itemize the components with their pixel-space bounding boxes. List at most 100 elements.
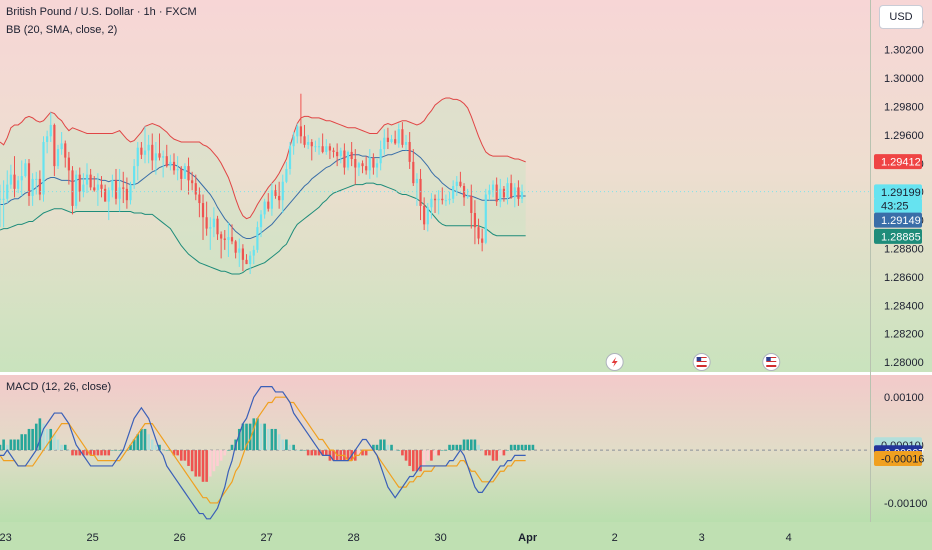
histogram-bar[interactable] xyxy=(227,450,230,451)
histogram-bar[interactable] xyxy=(397,450,401,451)
candle[interactable] xyxy=(452,180,455,204)
candle[interactable] xyxy=(466,188,469,199)
histogram-bar[interactable] xyxy=(111,450,114,451)
candle[interactable] xyxy=(274,184,277,199)
histogram-bar[interactable] xyxy=(527,444,531,451)
histogram-bar[interactable] xyxy=(357,450,361,456)
candle[interactable] xyxy=(136,141,139,181)
candle[interactable] xyxy=(350,141,353,167)
histogram-bar[interactable] xyxy=(118,450,121,451)
candle[interactable] xyxy=(125,177,128,209)
histogram-bar[interactable] xyxy=(477,444,480,451)
histogram-bar[interactable] xyxy=(2,439,5,451)
candle[interactable] xyxy=(104,184,107,202)
candle[interactable] xyxy=(441,187,444,205)
histogram-bar[interactable] xyxy=(107,450,111,456)
histogram-bar[interactable] xyxy=(513,444,517,451)
candle[interactable] xyxy=(357,161,360,177)
histogram-bar[interactable] xyxy=(520,444,524,451)
candle[interactable] xyxy=(42,136,45,202)
histogram-bar[interactable] xyxy=(473,439,477,451)
histogram-bar[interactable] xyxy=(31,428,34,451)
candle[interactable] xyxy=(165,144,168,168)
histogram-bar[interactable] xyxy=(379,439,382,451)
histogram-bar[interactable] xyxy=(20,434,24,451)
histogram-bar[interactable] xyxy=(444,450,448,451)
candle[interactable] xyxy=(183,163,186,179)
candle[interactable] xyxy=(133,159,136,189)
lightning-event-icon[interactable] xyxy=(605,353,624,371)
histogram-bar[interactable] xyxy=(411,450,415,472)
candle[interactable] xyxy=(162,150,165,178)
histogram-bar[interactable] xyxy=(67,450,71,451)
candle[interactable] xyxy=(404,134,408,151)
histogram-bar[interactable] xyxy=(96,450,100,456)
histogram-bar[interactable] xyxy=(502,450,506,456)
candle[interactable] xyxy=(343,143,346,175)
candle[interactable] xyxy=(321,133,324,154)
histogram-bar[interactable] xyxy=(45,428,49,451)
histogram-bar[interactable] xyxy=(266,428,270,451)
candle[interactable] xyxy=(205,201,208,236)
candle[interactable] xyxy=(252,245,255,265)
candle[interactable] xyxy=(314,140,317,152)
candle[interactable] xyxy=(158,133,161,161)
histogram-bar[interactable] xyxy=(292,444,295,451)
histogram-bar[interactable] xyxy=(524,444,527,451)
histogram-bar[interactable] xyxy=(426,450,430,461)
candle[interactable] xyxy=(85,163,89,194)
histogram-bar[interactable] xyxy=(252,418,256,451)
histogram-bar[interactable] xyxy=(100,450,103,456)
histogram-bar[interactable] xyxy=(154,444,158,451)
histogram-bar[interactable] xyxy=(9,439,13,451)
histogram-bar[interactable] xyxy=(274,428,277,451)
histogram-bar[interactable] xyxy=(433,450,437,456)
histogram-bar[interactable] xyxy=(140,428,143,451)
candle[interactable] xyxy=(368,149,371,179)
candle[interactable] xyxy=(49,112,52,142)
candle[interactable] xyxy=(317,137,321,155)
macd-indicator-label[interactable]: MACD (12, 26, close) xyxy=(6,381,112,393)
candle[interactable] xyxy=(372,153,375,175)
candle[interactable] xyxy=(303,124,306,148)
us-flag-event-icon[interactable] xyxy=(762,353,781,371)
currency-button[interactable]: USD xyxy=(879,5,923,29)
candle[interactable] xyxy=(93,176,96,192)
histogram-bar[interactable] xyxy=(448,444,451,451)
histogram-bar[interactable] xyxy=(372,444,375,451)
candle[interactable] xyxy=(379,140,382,171)
histogram-bar[interactable] xyxy=(63,444,67,451)
histogram-bar[interactable] xyxy=(440,450,444,451)
candle[interactable] xyxy=(180,166,183,191)
histogram-bar[interactable] xyxy=(332,450,335,461)
candle[interactable] xyxy=(111,174,114,198)
histogram-bar[interactable] xyxy=(16,439,20,451)
histogram-bar[interactable] xyxy=(324,450,328,456)
bb-upper-line[interactable] xyxy=(0,97,526,220)
histogram-bar[interactable] xyxy=(179,450,183,461)
candle[interactable] xyxy=(430,193,433,219)
candle[interactable] xyxy=(299,93,302,144)
histogram-bar[interactable] xyxy=(201,450,205,482)
histogram-bar[interactable] xyxy=(346,450,350,461)
candle[interactable] xyxy=(20,160,23,196)
candle[interactable] xyxy=(151,133,154,171)
candle[interactable] xyxy=(361,160,364,174)
candle[interactable] xyxy=(267,193,270,212)
histogram-bar[interactable] xyxy=(92,450,96,456)
histogram-bar[interactable] xyxy=(506,450,509,451)
histogram-bar[interactable] xyxy=(495,450,498,461)
candle[interactable] xyxy=(187,157,190,195)
candle[interactable] xyxy=(27,159,31,206)
bb-indicator-label[interactable]: BB (20, SMA, close, 2) xyxy=(6,24,118,36)
macd-line[interactable] xyxy=(0,386,526,520)
histogram-bar[interactable] xyxy=(165,450,169,451)
candle[interactable] xyxy=(245,254,248,265)
candle[interactable] xyxy=(408,132,411,169)
histogram-bar[interactable] xyxy=(317,450,321,456)
histogram-bar[interactable] xyxy=(187,450,190,466)
candle[interactable] xyxy=(481,228,484,252)
candle[interactable] xyxy=(38,170,41,201)
candle[interactable] xyxy=(520,184,524,204)
